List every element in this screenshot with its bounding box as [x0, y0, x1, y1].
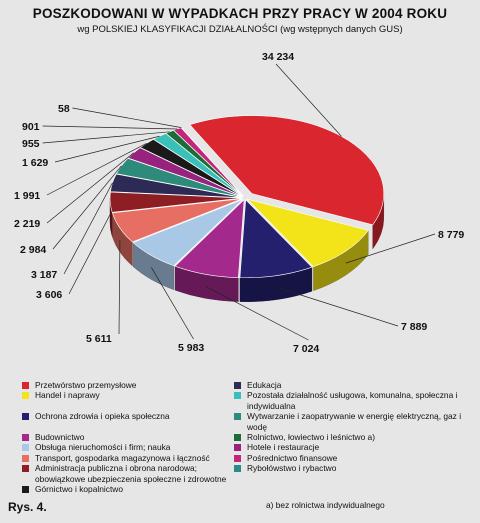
leader-line	[52, 165, 122, 250]
legend-swatch	[234, 465, 241, 473]
legend-label: Obsługa nieruchomości i firm; nauka	[35, 442, 171, 453]
legend-label: Ochrona zdrowia i opieka społeczna	[35, 411, 170, 422]
data-label: 5 983	[178, 342, 204, 354]
chart-subtitle: wg POLSKIEJ KLASYFIKACJI DZIAŁALNOŚCI (w…	[77, 24, 403, 35]
legend-label: Górnictwo i kopalnictwo	[35, 484, 123, 495]
legend-item: Handel i naprawy	[22, 390, 234, 411]
legend-swatch	[22, 465, 29, 473]
legend-label: Administracja publiczna i obrona narodow…	[35, 463, 227, 484]
pie-slice	[239, 199, 313, 279]
legend-swatch	[22, 454, 29, 462]
legend-label: Transport, gospodarka magazynowa i łączn…	[35, 452, 210, 463]
pie-slice	[115, 158, 243, 198]
legend-item: Administracja publiczna i obrona narodow…	[22, 463, 234, 484]
legend-item: Transport, gospodarka magazynowa i łączn…	[22, 453, 234, 463]
legend-label: Rolnictwo, łowiectwo i leśnictwo a)	[247, 432, 375, 443]
leader-line	[345, 233, 436, 264]
leader-line	[151, 267, 194, 340]
legend-item: Pośrednictwo finansowe	[234, 453, 466, 463]
data-label: 34 234	[262, 51, 294, 63]
leader-line	[42, 125, 178, 130]
data-label: 1 991	[14, 190, 40, 202]
legend-label: Budownictwo	[35, 432, 85, 443]
leader-line	[54, 135, 160, 163]
leader-line	[63, 182, 113, 275]
data-label: 7 889	[401, 321, 427, 333]
leader-line	[42, 131, 170, 144]
pie-slice	[109, 191, 243, 213]
data-label: 1 629	[22, 157, 48, 169]
data-label: 3 606	[36, 289, 62, 301]
legend-item: Rybołówstwo i rybactwo	[234, 463, 466, 484]
data-label: 2 219	[14, 218, 40, 230]
data-label: 955	[22, 138, 40, 150]
leader-line	[46, 143, 147, 196]
data-label: 8 779	[438, 229, 464, 241]
footnote: a) bez rolnictwa indywidualnego	[266, 500, 385, 510]
legend-swatch	[234, 454, 241, 462]
leader-line	[205, 285, 309, 341]
leader-line	[46, 152, 134, 224]
legend-label: Pozostała działalność usługowa, komunaln…	[247, 390, 458, 411]
leader-line	[68, 214, 111, 295]
legend-swatch	[22, 382, 29, 389]
data-label: 7 024	[293, 343, 319, 355]
legend-swatch	[234, 392, 241, 400]
legend-swatch	[22, 434, 29, 442]
legend-item: Budownictwo	[22, 432, 234, 442]
leader-line	[118, 240, 121, 335]
pie-slice	[174, 198, 245, 278]
legend-label: Edukacja	[247, 380, 282, 390]
legend-swatch	[22, 392, 29, 400]
leader-line	[277, 287, 399, 327]
legend-item: Rolnictwo, łowiectwo i leśnictwo a)	[234, 432, 466, 442]
leader-line	[275, 63, 342, 137]
legend-label: Wytwarzanie i zaopatrywanie w energię el…	[247, 411, 462, 432]
pie-slice	[246, 198, 369, 268]
legend-label: Hotele i restauracje	[247, 442, 320, 453]
data-label: 5 611	[86, 333, 112, 345]
legend-swatch	[22, 486, 29, 494]
legend-label: Pośrednictwo finansowe	[247, 452, 338, 463]
legend-label: Rybołówstwo i rybactwo	[247, 463, 337, 474]
legend-swatch	[234, 444, 241, 452]
legend-swatch	[22, 444, 29, 452]
legend-item: Edukacja	[234, 380, 466, 390]
legend-item: Ochrona zdrowia i opieka społeczna	[22, 411, 234, 432]
data-label: 2 984	[20, 244, 46, 256]
legend-label: Przetwórstwo przemysłowe	[35, 380, 137, 390]
pie-slice	[132, 199, 244, 267]
legend-swatch	[234, 382, 241, 389]
legend-swatch	[234, 434, 241, 442]
legend-item: Przetwórstwo przemysłowe	[22, 380, 234, 390]
legend-swatch	[22, 413, 29, 421]
pie-chart: 34 234 8 779 7 889 7 024 5 983 5 611 3 606 3 18…	[14, 51, 464, 355]
data-label: 901	[22, 121, 40, 133]
pie-slice	[112, 198, 243, 243]
pie-slice	[127, 147, 243, 198]
data-label: 58	[58, 103, 70, 115]
legend-item: Wytwarzanie i zaopatrywanie w energię el…	[234, 411, 466, 432]
legend-item: Hotele i restauracje	[234, 442, 466, 452]
legend-label: Handel i naprawy	[35, 390, 100, 401]
legend-item: Obsługa nieruchomości i firm; nauka	[22, 442, 234, 452]
data-label: 3 187	[31, 269, 57, 281]
chart-title: POSZKODOWANI W WYPADKACH PRZY PRACY W 20…	[32, 6, 448, 21]
legend-item: Pozostała działalność usługowa, komunaln…	[234, 390, 466, 411]
legend-item: Górnictwo i kopalnictwo	[22, 484, 234, 494]
figure-label: Rys. 4.	[8, 500, 47, 514]
legend-swatch	[234, 413, 241, 421]
chart-legend: Przetwórstwo przemysłowe Edukacja Handel i…	[22, 380, 472, 494]
leader-line	[72, 107, 182, 128]
